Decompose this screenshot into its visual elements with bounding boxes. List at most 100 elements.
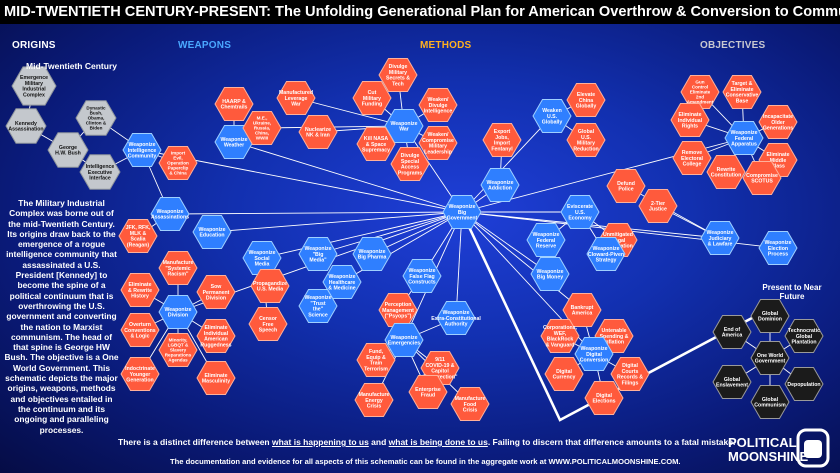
node-minority: Minority, LGBQT & Slavery Reparations Agenda… [158,333,198,367]
node-dynastic: Dynastic Bush, Obama, Clinton & Biden [75,100,117,136]
hexagon-shape [402,259,442,293]
node-label: Sow Permanent Division [203,284,230,301]
node-wbigpharma: Weaponize Big Pharma [352,237,392,271]
node-label: Censor Free Speech [259,316,277,333]
hexagon-shape [758,105,798,139]
node-label: Weaponize Big Government [447,204,478,221]
hexagon-shape [562,293,602,327]
connection-wbigmedia-wbig [317,211,463,255]
node-oneworld: One World Government [750,341,790,375]
node-label: Overturn Conventions & Logic [124,322,156,339]
main-objective-connector [460,211,753,422]
node-digcurrency: Digital Currency [544,357,584,391]
node-propaganda: Propagandize U.S. Media [250,269,290,303]
node-label: Untenable Spending & Inflation [600,328,629,345]
hexagon-shape [638,189,678,223]
hexagon-shape [47,132,89,168]
node-label: 9/11 COVID-19 & Capitol "Insurrection" [423,357,458,380]
node-wwar: Weaponize War [384,109,424,143]
node-label: Weaponize "Trust the" Science [305,295,332,318]
node-label: One World Government [755,353,786,365]
hexagon-shape [322,265,362,299]
connection-wweather-wbig [233,141,463,213]
node-wemerg: Weaponize Emergencies [384,323,424,357]
footer-source: The documentation and evidence for all a… [170,457,681,466]
node-label: Weaken U.S. Globally [542,108,563,125]
node-endamerica: End of America [712,315,752,349]
node-label: Rewrite Constitution [711,167,742,179]
node-label: Weaponize Division [165,307,192,319]
node-label: Weaken/Compromise Military Leadership [422,132,454,155]
node-weducation: Weaponize Education [192,215,232,249]
node-label: Minority, LGBQT & Slavery Reparations Agenda… [165,338,192,363]
connection-wsocial-wbig [261,211,463,259]
node-defund: Defund Police [606,169,646,203]
node-wfalseflag: Weaponize False Flag Constructs [402,259,442,293]
hexagon-shape [408,375,448,409]
hexagon-shape [276,81,316,115]
node-wextra: Weaponize Extra-Constitutional Authority [431,301,481,335]
hexagon-shape [158,251,198,285]
node-label: Global Enslavement [716,377,748,389]
node-wdigital: Weaponize Digital Conversion [574,337,614,371]
hexagon-shape [574,337,614,371]
node-label: Eliminate & Rewrite History [128,282,152,299]
hexagon-shape [750,341,790,375]
node-label: Divulge Special Access Programs [398,153,422,176]
node-perception: Perception Management ("Psyops") [378,293,418,327]
node-kennedy: Kennedy Assassination [5,108,47,144]
node-label: Manufacture Food Crisis [455,396,486,413]
node-import: Import Evil, Operation Paperclip & China [158,146,198,180]
node-censor: Censor Free Speech [248,307,288,341]
node-label: Depopulation [787,382,820,388]
hexagon-shape [248,307,288,341]
hexagon-shape [192,215,232,249]
hexagon-shape [378,58,418,92]
hexagon-shape [214,125,254,159]
hexagon-shape [214,87,254,121]
node-label: Weaponize Emergencies [388,335,420,347]
column-header-weapons: WEAPONS [178,40,232,51]
node-wcloward: Weaponize Cloward-Piven Strategy [586,237,626,271]
logo: POLITICAL MOONSHINE [728,435,809,464]
mid-century-label: Mid-Twentieth Century [26,61,117,71]
hexagon-shape [480,168,520,202]
node-welection: Weaponize Election Process [758,231,798,265]
hexagon-shape [120,273,160,307]
node-waddict: Weaponize Addiction [480,168,520,202]
hexagon-shape [436,301,476,335]
node-technocratic: Technocratic Global Plantation [784,319,824,353]
node-mic: Emergence Military Industrial Complex [11,66,57,106]
node-weakint: Weaken/Divulge Intelligence [418,88,458,122]
hexagon-shape [196,361,236,395]
node-label: Cut Military Funding [362,90,382,107]
node-corporations: Corporations, WEF, BlackRock & Vanguard [540,319,580,353]
hexagon-shape [120,313,160,347]
hexagon-shape [11,66,57,106]
node-elimmasc: Eliminate Masculinity [196,361,236,395]
node-label: HAARP & Chemtrails [221,99,248,111]
node-manufsys: Manufacture "Systemic Racism" [158,251,198,285]
node-label: Global Dominion [758,311,782,323]
hexagon-shape [158,295,198,329]
node-twotier: 2-Tier Justice [638,189,678,223]
node-wbigmoney: Weaponize Big Money [530,257,570,291]
hexagon-shape [390,147,430,181]
node-wweather: Weaponize Weather [214,125,254,159]
node-label: Weaponize Assassinations [151,209,189,221]
hexagon-shape [250,269,290,303]
node-label: Technocratic Global Plantation [788,328,820,345]
node-label: Weaponize Social Media [249,250,276,267]
node-eviscerate: Eviscerate U.S. Economy [560,195,600,229]
node-label: Weaponize Federal Apparatus [731,130,758,147]
connection-wextra-wbig [455,211,463,319]
node-ghwbush: George H.W. Bush [47,132,89,168]
intro-text: The Military Industrial Complex was born… [4,198,119,435]
node-label: Intelligence Executive Interface [86,164,115,181]
node-label: Weaponize Intelligence Community [128,142,157,159]
hexagon-shape [560,195,600,229]
node-label: Perception Management ("Psyops") [382,302,414,319]
node-globalenslave: Global Enslavement [712,365,752,399]
node-label: Fund, Equip & Train Terrorism [364,349,388,372]
node-target: Target & Eliminate Conservative Base [722,75,762,109]
